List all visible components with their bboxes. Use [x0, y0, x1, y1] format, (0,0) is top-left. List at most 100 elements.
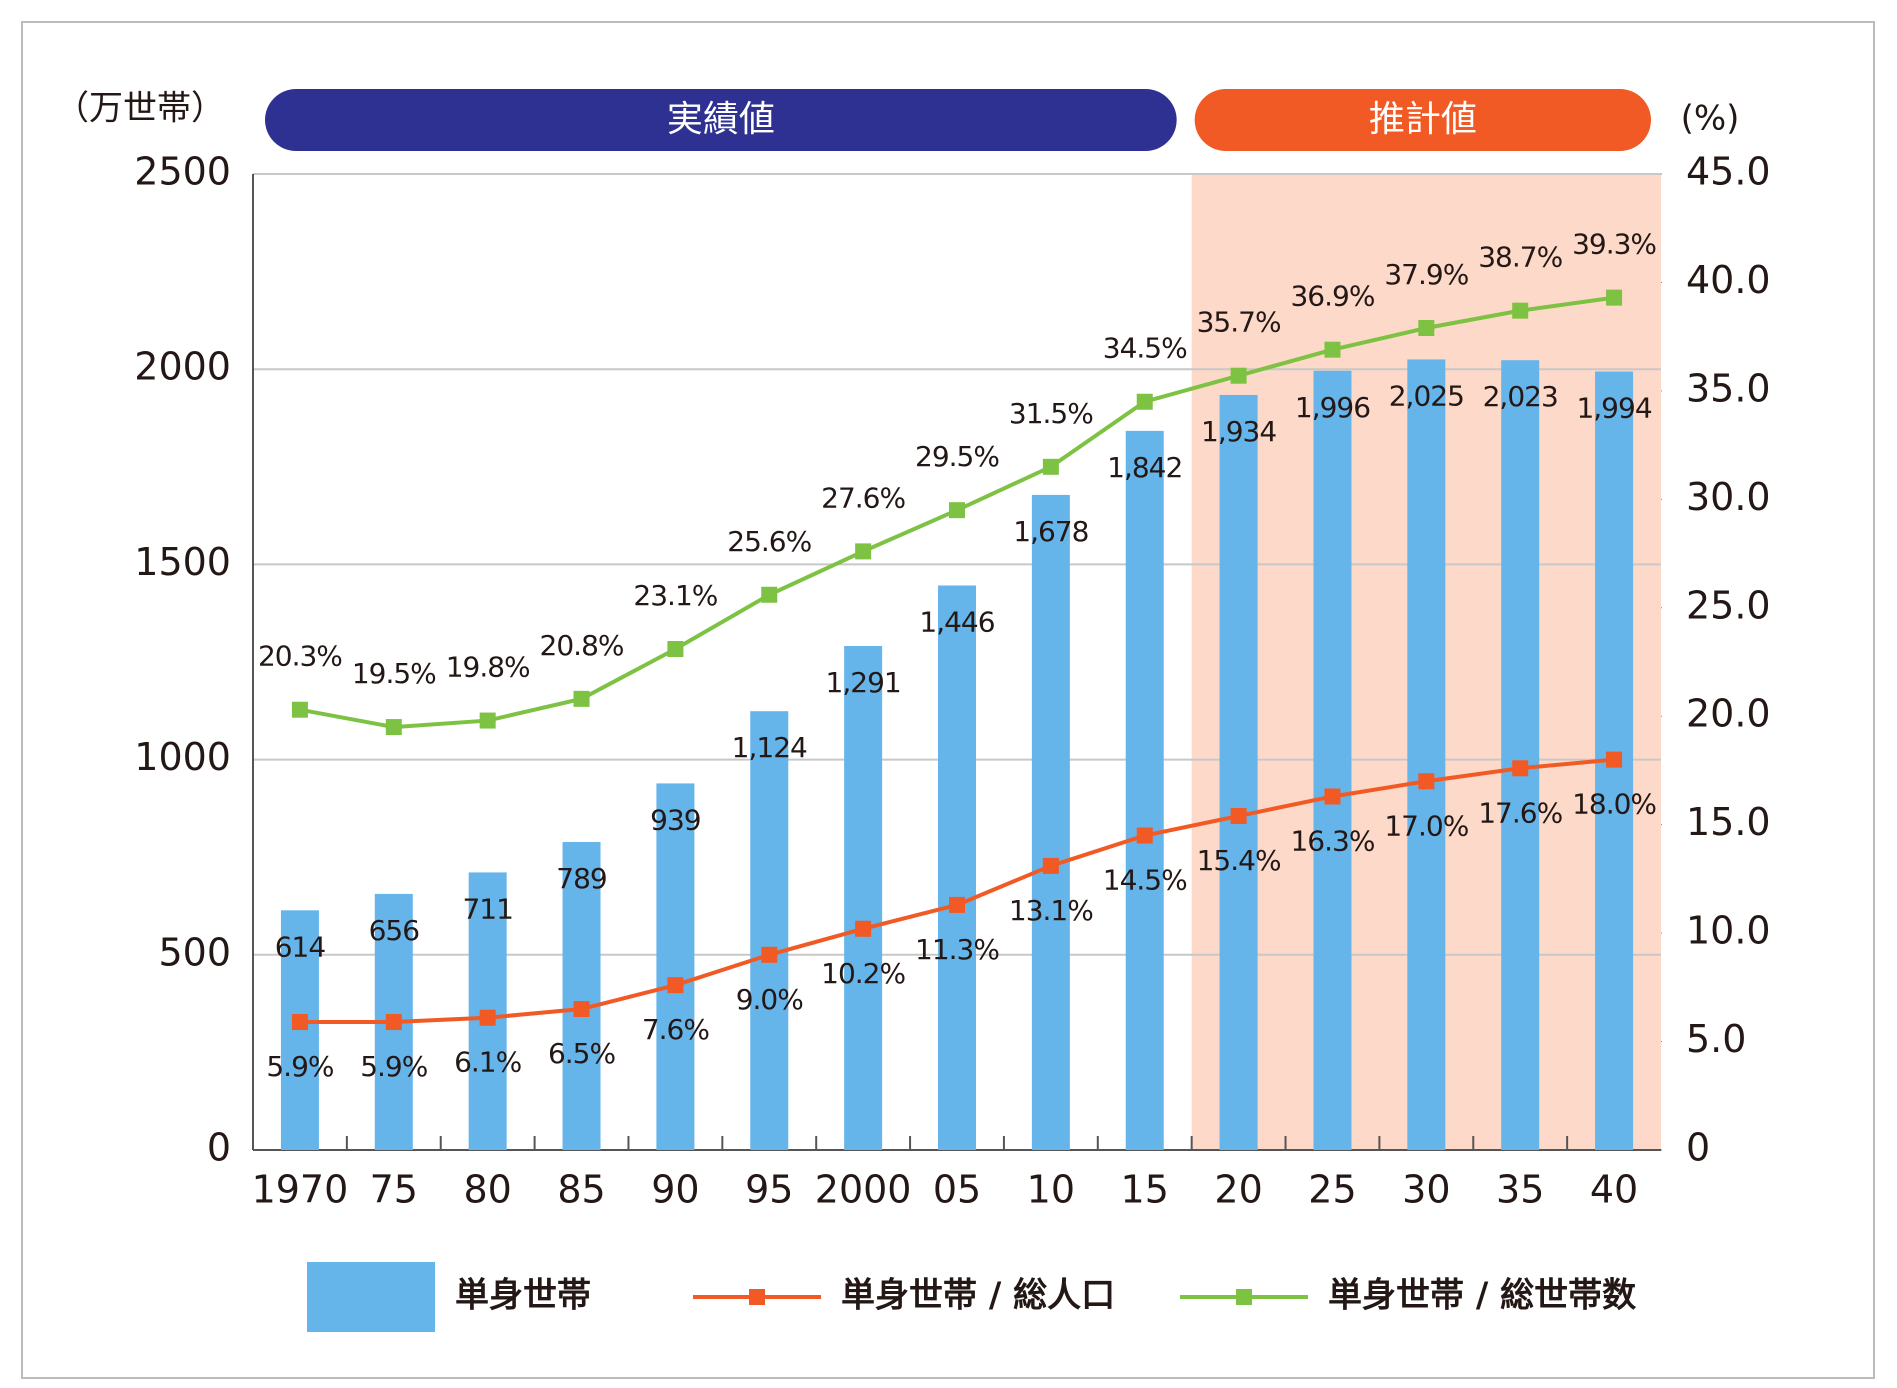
- point: [949, 502, 965, 519]
- bar-label: 1,678: [1013, 515, 1088, 548]
- legend-swatch: [307, 1262, 435, 1332]
- point: [761, 586, 778, 603]
- bar: [562, 841, 601, 1150]
- bar: [1313, 370, 1352, 1150]
- y-tick-label: 2000: [134, 345, 231, 389]
- point: [949, 896, 965, 913]
- point-label: 5.9%: [360, 1050, 428, 1083]
- y-tick-label: 0: [207, 1126, 231, 1170]
- point: [385, 1014, 402, 1031]
- bar-label: 1,994: [1576, 392, 1651, 425]
- point: [1418, 773, 1435, 790]
- point: [855, 543, 872, 560]
- bar: [1407, 359, 1446, 1150]
- bar-label: 1,842: [1107, 451, 1182, 484]
- period-label: 実績値: [667, 99, 775, 140]
- y2-tick-label: 30.0: [1686, 475, 1771, 519]
- y-tick-label: 1500: [134, 540, 231, 584]
- y-tick-label: 1000: [134, 735, 231, 779]
- point-label: 6.5%: [548, 1037, 616, 1070]
- x-tick-label: 30: [1402, 1168, 1450, 1212]
- point-label: 5.9%: [266, 1050, 334, 1083]
- y2-tick-label: 10.0: [1686, 909, 1771, 953]
- point-label: 23.1%: [633, 579, 717, 612]
- bar-label: 1,934: [1201, 415, 1276, 448]
- bar: [1031, 494, 1070, 1150]
- x-tick-label: 10: [1027, 1168, 1075, 1212]
- point-label: 34.5%: [1103, 332, 1187, 365]
- x-tick-label: 95: [745, 1168, 793, 1212]
- point-label: 7.6%: [642, 1013, 710, 1046]
- point: [573, 1001, 590, 1018]
- point-label: 20.3%: [258, 640, 342, 673]
- y2-tick-label: 15.0: [1686, 800, 1771, 844]
- point-label: 6.1%: [454, 1046, 522, 1079]
- x-tick-label: 1970: [252, 1168, 349, 1212]
- point: [1230, 367, 1247, 384]
- legend-label: 単身世帯 / 総世帯数: [1328, 1276, 1636, 1316]
- y-tick-label: 2500: [134, 150, 231, 194]
- y2-tick-label: 45.0: [1686, 150, 1771, 194]
- bar-label: 939: [650, 803, 700, 836]
- y-axis-label: （万世帯）: [55, 89, 225, 129]
- x-tick-label: 20: [1214, 1168, 1262, 1212]
- bar-label: 2,025: [1389, 379, 1464, 412]
- point: [291, 1014, 308, 1031]
- x-tick-label: 2000: [815, 1168, 912, 1212]
- point-label: 15.4%: [1197, 844, 1281, 877]
- bar: [750, 711, 789, 1150]
- legend-marker: [749, 1289, 765, 1305]
- point: [291, 701, 308, 718]
- point: [573, 690, 590, 707]
- point-label: 17.0%: [1384, 809, 1468, 842]
- point: [1324, 788, 1341, 805]
- legend-label: 単身世帯: [455, 1276, 591, 1316]
- bar-label: 1,446: [919, 605, 994, 638]
- x-tick-label: 90: [651, 1168, 699, 1212]
- point: [761, 946, 778, 963]
- point-label: 10.2%: [821, 957, 905, 990]
- bar-label: 789: [556, 862, 606, 895]
- y2-tick-label: 40.0: [1686, 258, 1771, 302]
- point: [667, 977, 684, 994]
- bar: [1125, 430, 1164, 1151]
- point: [855, 920, 872, 937]
- x-tick-label: 05: [933, 1168, 981, 1212]
- point-label: 19.5%: [352, 657, 436, 690]
- bar: [1219, 394, 1258, 1150]
- y-tick-label: 500: [158, 930, 231, 974]
- point: [1512, 302, 1529, 319]
- period-pill: [1194, 89, 1651, 151]
- point-label: 20.8%: [540, 629, 624, 662]
- bar-label: 1,996: [1295, 391, 1370, 424]
- point: [1606, 289, 1623, 306]
- bar: [938, 585, 976, 1150]
- point-label: 13.1%: [1009, 894, 1093, 927]
- bar-label: 1,124: [732, 731, 807, 764]
- x-tick-label: 25: [1308, 1168, 1356, 1212]
- point-label: 29.5%: [915, 440, 999, 473]
- bar-label: 711: [462, 892, 512, 925]
- bar: [1501, 360, 1540, 1150]
- x-tick-label: 40: [1590, 1168, 1638, 1212]
- period-label: 推計値: [1369, 99, 1477, 140]
- point-label: 35.7%: [1197, 306, 1281, 339]
- bar: [280, 910, 319, 1150]
- y2-axis-label: (%): [1681, 99, 1740, 139]
- y2-tick-label: 35.0: [1686, 366, 1771, 410]
- x-tick-label: 80: [463, 1168, 511, 1212]
- point: [1136, 827, 1153, 844]
- point: [1606, 751, 1623, 768]
- legend-marker: [1236, 1289, 1252, 1305]
- point: [1418, 319, 1435, 336]
- y2-tick-label: 5.0: [1686, 1017, 1746, 1061]
- bar: [656, 783, 695, 1150]
- point-label: 11.3%: [915, 933, 999, 966]
- bar-label: 656: [369, 914, 420, 947]
- point: [1230, 807, 1247, 824]
- point: [1324, 341, 1341, 358]
- point: [1136, 393, 1153, 410]
- point: [1512, 760, 1529, 777]
- point-label: 16.3%: [1290, 824, 1374, 857]
